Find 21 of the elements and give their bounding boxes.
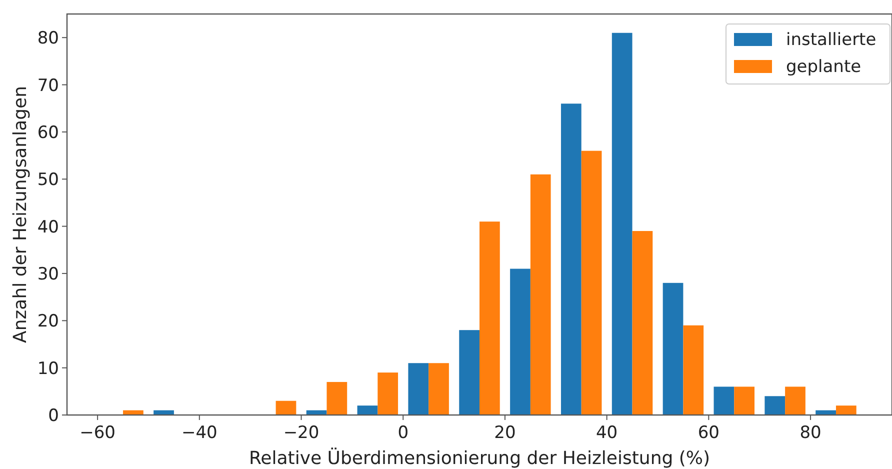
y-tick-label: 60 [37,122,59,143]
x-tick-label: −60 [80,423,116,443]
x-axis-title: Relative Überdimensionierung der Heizleistung (%) [248,447,710,469]
x-tick-label: 80 [800,423,822,443]
y-tick-label: 20 [37,312,59,332]
y-tick-label: 50 [37,170,59,190]
y-tick-label: 80 [37,28,59,49]
x-tick-label: 60 [698,423,720,443]
y-tick-label: 70 [37,76,59,96]
y-tick-label: 0 [48,406,59,426]
y-tick-label: 40 [37,217,59,238]
legend-label: installierte [786,30,876,50]
y-tick-label: 10 [37,358,59,379]
x-tick-label: −20 [283,423,320,443]
legend-label: geplante [786,57,862,77]
y-axis-title: Anzahl der Heizungsanlagen [10,86,31,344]
x-tick-label: −40 [181,423,218,443]
x-tick-label: 40 [596,423,618,443]
x-tick-label: 20 [494,423,516,443]
x-tick-label: 0 [398,423,409,443]
y-tick-label: 30 [37,264,59,284]
